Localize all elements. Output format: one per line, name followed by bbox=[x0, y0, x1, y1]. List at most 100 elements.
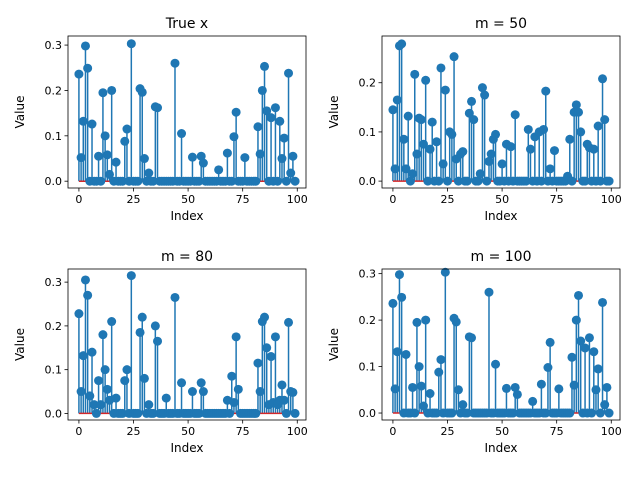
stem-marker bbox=[388, 105, 398, 115]
stem-marker bbox=[273, 176, 283, 186]
axes-frame bbox=[67, 35, 307, 189]
stem-marker bbox=[277, 154, 287, 164]
stem-marker bbox=[104, 169, 114, 179]
stem-marker bbox=[467, 333, 477, 343]
stem-marker bbox=[74, 309, 84, 319]
y-tick-label: 0.3 bbox=[45, 276, 63, 289]
subplot-4: m = 100 0 25 50 75 100 0.0 0.1 0.2 0.3 Index Value bbox=[327, 249, 622, 455]
stem-marker bbox=[196, 378, 206, 388]
stem-marker bbox=[231, 332, 241, 342]
stem-marker bbox=[405, 176, 415, 186]
stem-marker bbox=[388, 298, 398, 308]
stem-marker bbox=[194, 176, 204, 186]
stem-marker bbox=[102, 384, 112, 394]
stem-marker bbox=[170, 292, 180, 302]
stem-marker bbox=[288, 151, 298, 161]
stem-marker bbox=[122, 365, 132, 375]
stem-marker bbox=[567, 176, 577, 186]
stem-marker bbox=[275, 116, 285, 126]
stem-marker bbox=[574, 290, 584, 300]
stem-marker bbox=[440, 267, 450, 277]
stem-marker bbox=[240, 153, 250, 163]
stem-marker bbox=[194, 408, 204, 418]
stem-marker bbox=[153, 336, 163, 346]
x-tick-label: 75 bbox=[236, 193, 250, 206]
stem-marker bbox=[414, 362, 424, 372]
stem-marker bbox=[94, 151, 104, 161]
stem-marker bbox=[187, 387, 197, 397]
stem-marker bbox=[600, 400, 610, 410]
stem-marker bbox=[421, 315, 431, 325]
x-tick-label: 0 bbox=[389, 425, 396, 438]
stem-marker bbox=[277, 380, 287, 390]
stem-marker bbox=[510, 110, 520, 120]
stem-marker bbox=[576, 127, 586, 137]
stem-marker bbox=[270, 332, 280, 342]
stem-marker bbox=[600, 115, 610, 125]
stem-marker bbox=[118, 176, 128, 186]
stem-marker bbox=[399, 134, 409, 144]
stem-marker bbox=[262, 106, 272, 116]
stem-marker bbox=[593, 364, 603, 374]
stem-marker bbox=[401, 164, 411, 174]
stem-marker bbox=[434, 367, 444, 377]
stem-marker bbox=[467, 96, 477, 106]
stem-marker bbox=[408, 382, 418, 392]
stem-marker bbox=[397, 39, 407, 49]
stem-marker bbox=[133, 176, 143, 186]
subplot-2: m = 50 0 25 50 75 100 0.0 0.1 0.2 Index Value bbox=[327, 16, 622, 223]
stem-marker bbox=[523, 124, 533, 134]
stem-marker bbox=[96, 176, 106, 186]
stem-marker bbox=[458, 400, 468, 410]
stem-marker bbox=[83, 63, 93, 73]
stem-marker bbox=[569, 380, 579, 390]
subplot-title: m = 100 bbox=[471, 249, 532, 265]
y-tick-label: 0.1 bbox=[359, 126, 377, 139]
stem-series bbox=[388, 267, 614, 418]
x-tick-label: 100 bbox=[287, 193, 308, 206]
stem-marker bbox=[177, 129, 187, 139]
stem-marker bbox=[416, 115, 426, 125]
stem-marker bbox=[91, 408, 101, 418]
stem-marker bbox=[85, 391, 95, 401]
stem-marker bbox=[602, 382, 612, 392]
stem-marker bbox=[536, 379, 546, 389]
stem-marker bbox=[543, 362, 553, 372]
y-tick-label: 0.1 bbox=[45, 130, 63, 143]
axes-frame bbox=[381, 268, 621, 421]
stem-marker bbox=[255, 149, 265, 159]
stem-marker bbox=[473, 176, 483, 186]
stem-marker bbox=[453, 385, 463, 395]
y-tick-label: 0.0 bbox=[45, 407, 63, 420]
stem-marker bbox=[549, 146, 559, 156]
stem-marker bbox=[96, 400, 106, 410]
stem-marker bbox=[541, 86, 551, 96]
stem-marker bbox=[78, 116, 88, 126]
stem-marker bbox=[148, 176, 158, 186]
stem-marker bbox=[536, 176, 546, 186]
stem-marker bbox=[589, 144, 599, 154]
stem-marker bbox=[421, 75, 431, 85]
stem-marker bbox=[139, 154, 149, 164]
stem-marker bbox=[497, 159, 507, 169]
stem-marker bbox=[126, 39, 136, 49]
stem-marker bbox=[266, 113, 276, 123]
stem-marker bbox=[491, 359, 501, 369]
stem-marker bbox=[107, 317, 117, 327]
y-tick-label: 0.2 bbox=[45, 320, 63, 333]
stem-series bbox=[388, 39, 614, 186]
y-tick-label: 0.1 bbox=[45, 364, 63, 377]
stem-marker bbox=[576, 336, 586, 346]
stem-marker bbox=[122, 124, 132, 134]
stem-marker bbox=[394, 270, 404, 280]
stem-marker bbox=[170, 58, 180, 68]
y-tick-label: 0.2 bbox=[359, 77, 377, 90]
stem-marker bbox=[432, 137, 442, 147]
stem-marker bbox=[425, 144, 435, 154]
stem-marker bbox=[177, 378, 187, 388]
stem-marker bbox=[144, 168, 154, 178]
stem-marker bbox=[469, 115, 479, 125]
x-tick-label: 0 bbox=[75, 425, 82, 438]
stem-marker bbox=[432, 408, 442, 418]
stem-marker bbox=[434, 176, 444, 186]
